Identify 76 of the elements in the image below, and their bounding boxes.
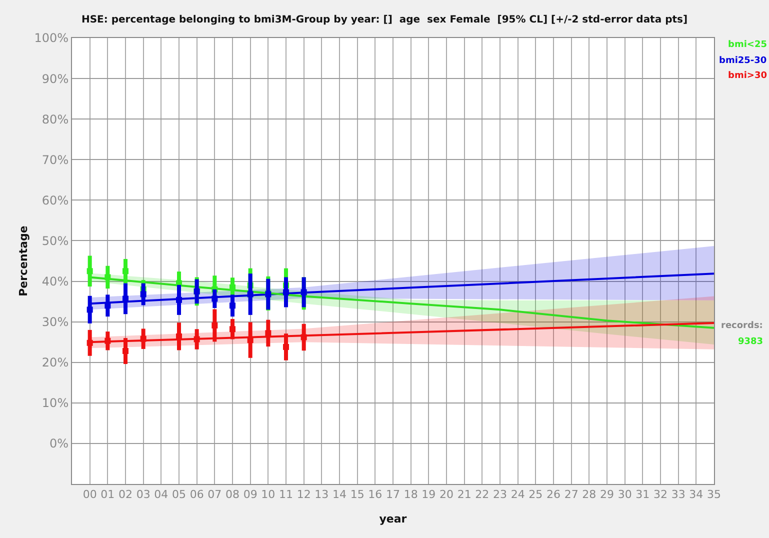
x-tick-label: 09	[243, 488, 258, 502]
x-tick-label: 14	[332, 488, 346, 502]
y-tick-label: 50%	[42, 234, 69, 248]
x-tick-label: 05	[172, 488, 186, 502]
x-tick-label: 32	[654, 488, 668, 502]
x-tick-label: 03	[136, 488, 150, 502]
y-tick-label: 100%	[34, 31, 69, 46]
x-tick-label: 15	[350, 488, 364, 502]
point	[176, 296, 182, 303]
point	[230, 326, 236, 332]
point	[86, 306, 93, 313]
point	[230, 284, 236, 290]
point	[86, 340, 93, 346]
x-axis-title: year	[379, 512, 408, 526]
point	[104, 274, 111, 280]
x-tick-label: 28	[582, 488, 596, 502]
y-tick-label: 30%	[42, 315, 69, 330]
x-tick-label: 20	[440, 488, 454, 502]
text: bmi25-30	[719, 56, 767, 66]
x-tick-label: 13	[314, 488, 329, 502]
text: records:	[721, 321, 763, 331]
y-tick-label: 70%	[42, 152, 69, 167]
y-tick-label: 40%	[42, 274, 69, 288]
chart-title: HSE: percentage belonging to bmi3M-Group by year: [] age sex Female [95% CL] [+/-2 std-error data pts]	[81, 14, 688, 26]
x-tick-label: 24	[510, 488, 525, 502]
y-tick-label: 90%	[42, 72, 69, 86]
point	[212, 296, 218, 302]
x-tick-label: 00	[82, 488, 97, 502]
x-tick-label: 21	[457, 488, 472, 502]
point	[194, 336, 200, 342]
y-tick-label: 10%	[42, 396, 69, 410]
x-tick-label: 25	[528, 488, 543, 502]
x-tick-label: 27	[564, 488, 578, 502]
x-tick-label: 02	[118, 488, 132, 502]
point	[212, 322, 218, 328]
x-tick-label: 18	[404, 488, 418, 502]
x-tick-label: 22	[475, 488, 490, 502]
x-tick-label: 10	[261, 488, 276, 502]
x-tick-label: 11	[279, 488, 293, 502]
x-tick-label: 33	[671, 488, 686, 502]
x-tick-label: 19	[422, 488, 436, 502]
y-axis-title: Percentage	[16, 226, 30, 296]
x-tick-label: 16	[368, 488, 382, 502]
point	[283, 344, 289, 350]
text: bmi>30	[728, 71, 767, 81]
x-tick-label: 35	[707, 488, 721, 502]
x-tick-label: 07	[208, 488, 222, 502]
point	[122, 268, 128, 274]
text: bmi<25	[728, 40, 767, 50]
point	[247, 291, 254, 298]
x-tick-label: 34	[689, 488, 704, 502]
point	[230, 302, 236, 309]
x-tick-label: 30	[618, 488, 632, 502]
x-tick-label: 08	[226, 488, 240, 502]
x-tick-label: 17	[386, 488, 400, 502]
point	[283, 289, 289, 296]
y-tick-label: 20%	[42, 356, 69, 370]
point	[104, 338, 111, 344]
y-tick-label: 80%	[42, 112, 69, 126]
x-tick-label: 01	[100, 488, 115, 502]
point	[86, 268, 93, 274]
x-tick-label: 06	[190, 488, 204, 502]
point	[140, 336, 146, 342]
point	[140, 291, 146, 298]
y-tick-label: 0%	[50, 436, 69, 451]
point	[122, 348, 128, 354]
y-tick-label: 60%	[42, 193, 69, 208]
x-tick-label: 31	[636, 488, 650, 502]
point	[300, 334, 307, 340]
x-tick-label: 23	[493, 488, 507, 502]
x-tick-label: 04	[154, 488, 168, 502]
point	[265, 330, 272, 336]
text: 9383	[738, 337, 764, 347]
x-tick-label: 26	[546, 488, 560, 502]
x-tick-label: 29	[600, 488, 614, 502]
x-tick-label: 12	[296, 488, 311, 502]
